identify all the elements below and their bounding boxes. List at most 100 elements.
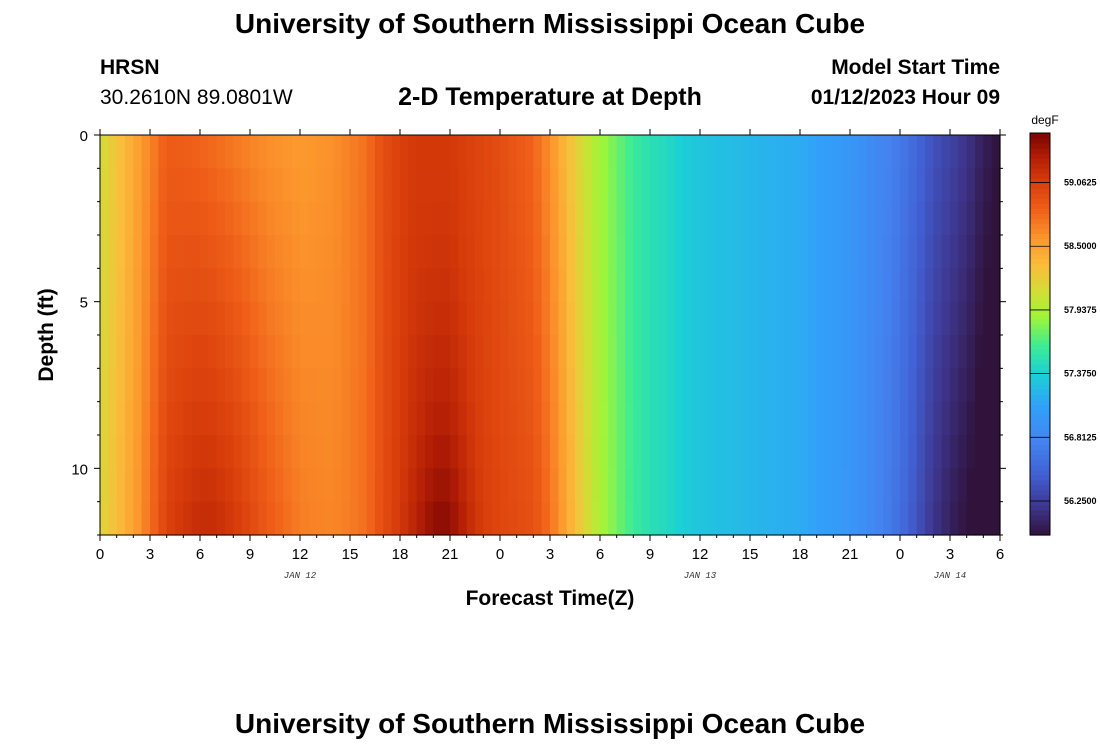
heatmap-cell xyxy=(933,368,943,403)
heatmap-cell xyxy=(958,501,968,536)
heatmap-cell xyxy=(333,135,343,169)
heatmap-cell xyxy=(650,235,659,269)
heatmap-cell xyxy=(866,268,876,303)
heatmap-cell xyxy=(125,168,134,203)
heatmap-cell xyxy=(500,368,509,403)
heatmap-cell xyxy=(666,201,676,236)
heatmap-cell xyxy=(375,335,384,369)
heatmap-cell xyxy=(233,268,243,303)
heatmap-cell xyxy=(625,501,634,536)
heatmap-cell xyxy=(533,168,543,203)
heatmap-cell xyxy=(683,268,693,303)
heatmap-cell xyxy=(425,368,434,403)
heatmap-cell xyxy=(416,335,426,369)
heatmap-cell xyxy=(375,468,384,503)
heatmap-cell xyxy=(566,135,576,169)
colorbar-segment xyxy=(1030,519,1050,526)
heatmap-cell xyxy=(141,435,151,469)
heatmap-cell xyxy=(983,335,993,369)
heatmap-cell xyxy=(566,468,576,503)
heatmap-cell xyxy=(133,401,143,436)
heatmap-cell xyxy=(341,201,351,236)
colorbar-segment xyxy=(1030,504,1050,511)
heatmap-cell xyxy=(433,468,443,503)
heatmap-cell xyxy=(916,368,926,403)
heatmap-cell xyxy=(966,235,976,269)
heatmap-cell xyxy=(375,268,384,303)
colorbar-segment xyxy=(1030,268,1050,275)
heatmap-cell xyxy=(283,235,293,269)
heatmap-cell xyxy=(216,368,226,403)
model-start-label: Model Start Time xyxy=(831,56,1000,79)
heatmap-cell xyxy=(425,435,434,469)
heatmap-cell xyxy=(825,401,834,436)
heatmap-cell xyxy=(508,435,518,469)
heatmap-cell xyxy=(691,135,701,169)
heatmap-cell xyxy=(975,268,984,303)
heatmap-cell xyxy=(850,335,859,369)
heatmap-cell xyxy=(150,468,159,503)
heatmap-cell xyxy=(983,501,993,536)
heatmap-cell xyxy=(350,235,359,269)
heatmap-cell xyxy=(716,335,726,369)
heatmap-cell xyxy=(650,135,659,169)
heatmap-cell xyxy=(841,401,851,436)
heatmap-cell xyxy=(100,401,109,436)
heatmap-cell xyxy=(225,468,234,503)
heatmap-cell xyxy=(350,168,359,203)
heatmap-cell xyxy=(416,435,426,469)
heatmap-cell xyxy=(925,435,934,469)
colorbar-segment xyxy=(1030,308,1050,315)
heatmap-cell xyxy=(658,201,668,236)
heatmap-cell xyxy=(758,468,768,503)
heatmap-cell xyxy=(341,435,351,469)
heatmap-cell xyxy=(941,235,951,269)
heatmap-cell xyxy=(691,368,701,403)
heatmap-cell xyxy=(800,501,809,536)
model-start-value: 01/12/2023 Hour 09 xyxy=(810,86,1000,109)
heatmap-cell xyxy=(941,501,951,536)
heatmap-cell xyxy=(566,168,576,203)
heatmap-cell xyxy=(491,435,501,469)
heatmap-cell xyxy=(816,468,826,503)
heatmap-cell xyxy=(891,201,901,236)
heatmap-cell xyxy=(966,168,976,203)
heatmap-cell xyxy=(558,268,568,303)
heatmap-cell xyxy=(383,235,393,269)
heatmap-cell xyxy=(683,168,693,203)
heatmap-cell xyxy=(758,335,768,369)
heatmap-cell xyxy=(658,268,668,303)
heatmap-cell xyxy=(241,501,251,536)
heatmap-cell xyxy=(750,435,759,469)
heatmap-cell xyxy=(550,135,559,169)
heatmap-cell xyxy=(875,301,884,336)
heatmap-cell xyxy=(691,168,701,203)
heatmap-cell xyxy=(883,168,893,203)
colorbar-segment xyxy=(1030,193,1050,199)
heatmap-cell xyxy=(250,501,259,536)
heatmap-cell xyxy=(808,468,818,503)
heatmap-cell xyxy=(516,135,526,169)
heatmap-cell xyxy=(266,335,276,369)
heatmap-cell xyxy=(758,135,768,169)
heatmap-cell xyxy=(841,235,851,269)
heatmap-cell xyxy=(700,135,709,169)
colorbar-tick-label: 57.3750 xyxy=(1064,369,1097,379)
heatmap-cell xyxy=(266,368,276,403)
heatmap-cell xyxy=(991,268,1001,303)
heatmap-cell xyxy=(166,235,176,269)
heatmap-cell xyxy=(666,335,676,369)
heatmap-cell xyxy=(375,401,384,436)
heatmap-cell xyxy=(825,268,834,303)
heatmap-cell xyxy=(916,501,926,536)
heatmap-cell xyxy=(625,135,634,169)
heatmap-cells xyxy=(100,135,1001,536)
heatmap-cell xyxy=(750,468,759,503)
heatmap-cell xyxy=(150,301,159,336)
heatmap-cell xyxy=(533,368,543,403)
heatmap-cell xyxy=(375,168,384,203)
heatmap-cell xyxy=(991,501,1001,536)
heatmap-cell xyxy=(150,335,159,369)
heatmap-cell xyxy=(958,201,968,236)
heatmap-cell xyxy=(316,468,326,503)
